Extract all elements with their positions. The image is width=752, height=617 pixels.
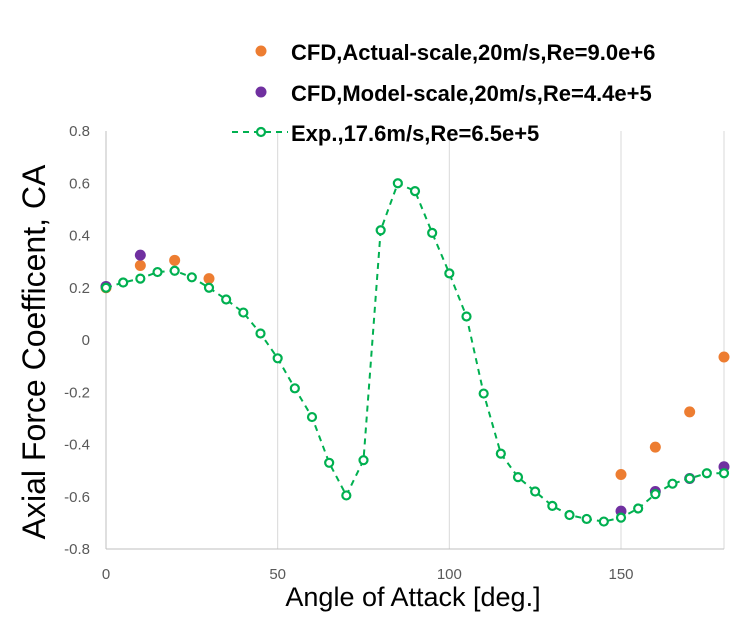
data-point — [169, 254, 181, 266]
data-point — [444, 268, 455, 279]
data-point — [684, 473, 695, 484]
legend-label: Exp.,17.6m/s,Re=6.5e+5 — [291, 121, 539, 146]
legend-label: CFD,Actual-scale,20m/s,Re=9.0e+6 — [291, 40, 655, 65]
data-point — [255, 328, 266, 339]
y-tick-label: 0.6 — [69, 175, 90, 192]
grid-layer — [277, 131, 725, 549]
data-point — [341, 490, 352, 501]
data-point — [718, 468, 730, 479]
y-tick-label: 0.8 — [69, 123, 90, 140]
data-point — [100, 282, 112, 293]
data-point — [701, 468, 712, 479]
data-point — [581, 513, 592, 525]
data-point — [615, 512, 627, 523]
x-tick-label: 50 — [269, 566, 286, 583]
legend-item: Exp.,17.6m/s,Re=6.5e+5 — [232, 121, 539, 146]
data-point — [495, 448, 506, 459]
data-point — [152, 266, 163, 278]
data-point — [598, 516, 609, 527]
data-point — [118, 277, 129, 288]
data-point — [633, 503, 644, 514]
data-point — [650, 489, 661, 500]
y-tick-label: 0 — [82, 332, 90, 349]
legend: CFD,Actual-scale,20m/s,Re=9.0e+6 CFD,Mode… — [232, 40, 655, 146]
data-point — [392, 178, 403, 189]
axes-layer: 0 50 100 150 -0.8 -0.6 -0.4 -0.2 0 0.2 0.4 0.6 0.8 — [64, 123, 724, 583]
series-3 — [100, 178, 730, 527]
data-point — [461, 311, 472, 322]
data-point — [169, 265, 180, 276]
y-tick-label: 0.4 — [69, 228, 90, 245]
data-point — [221, 294, 232, 305]
data-point — [564, 509, 575, 521]
series-1 — [100, 254, 730, 481]
y-tick-label: -0.2 — [64, 384, 90, 401]
series-line — [105, 181, 724, 523]
data-point — [649, 441, 661, 453]
data-point — [684, 406, 696, 418]
data-point — [375, 225, 386, 236]
y-tick-label: -0.8 — [64, 541, 90, 558]
y-axis-title: Axial Force Coefficent, CA — [16, 164, 52, 539]
data-point — [203, 282, 215, 293]
x-axis-title: Angle of Attack [deg.] — [285, 582, 540, 612]
data-point — [530, 486, 541, 497]
legend-label: CFD,Model-scale,20m/s,Re=4.4e+5 — [291, 81, 652, 106]
data-point — [478, 388, 489, 399]
data-point — [667, 478, 678, 489]
data-point — [272, 353, 283, 364]
legend-marker — [255, 45, 267, 57]
data-point — [358, 455, 369, 466]
data-point — [718, 351, 730, 363]
data-point — [547, 500, 558, 511]
data-point — [409, 185, 421, 197]
data-point — [135, 273, 146, 284]
legend-marker — [255, 126, 267, 138]
x-tick-label: 0 — [102, 566, 110, 583]
y-tick-label: 0.2 — [69, 280, 90, 297]
data-point — [427, 227, 438, 238]
data-point — [134, 249, 146, 261]
x-tick-label: 100 — [437, 566, 462, 583]
data-point — [134, 260, 146, 272]
legend-item: CFD,Model-scale,20m/s,Re=4.4e+5 — [255, 81, 652, 106]
x-tick-label: 150 — [608, 566, 633, 583]
legend-marker — [255, 86, 267, 98]
series-layer — [100, 178, 730, 527]
data-point — [615, 469, 627, 481]
y-tick-label: -0.6 — [64, 489, 90, 506]
y-tick-label: -0.4 — [64, 437, 90, 454]
data-point — [238, 307, 249, 318]
legend-item: CFD,Actual-scale,20m/s,Re=9.0e+6 — [255, 40, 655, 65]
data-point — [512, 472, 524, 483]
data-point — [306, 411, 318, 423]
data-point — [186, 272, 197, 283]
series-2 — [100, 249, 730, 517]
data-point — [324, 457, 335, 468]
data-point — [289, 383, 300, 394]
data-point — [203, 273, 215, 285]
